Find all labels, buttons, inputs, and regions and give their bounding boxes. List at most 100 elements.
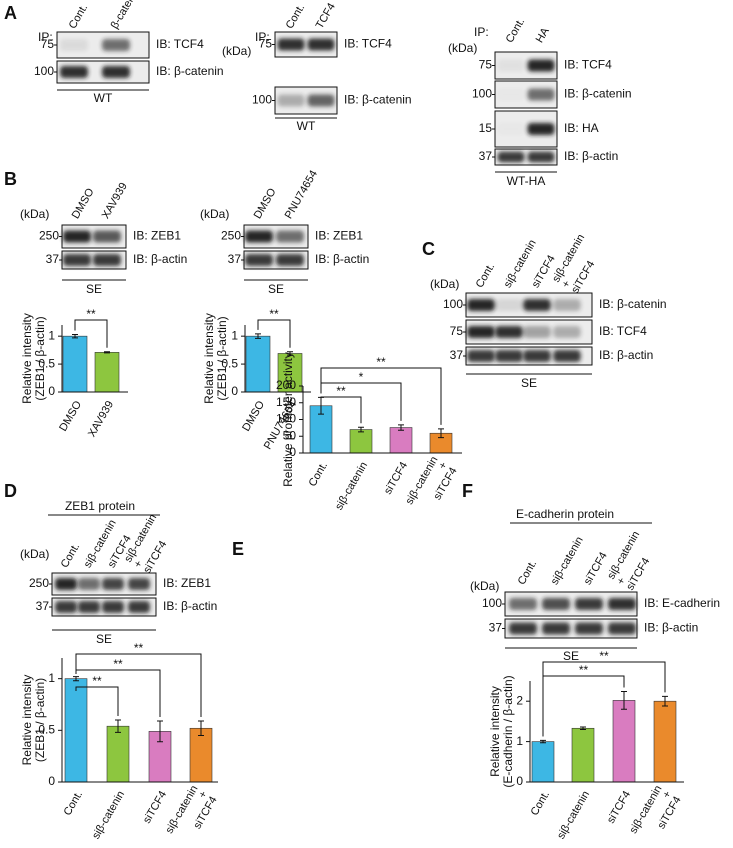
band (575, 598, 603, 610)
band (128, 601, 150, 613)
lane-label: β-catenin (109, 0, 142, 31)
y-axis-label: Relative promoter activity (281, 352, 295, 487)
y-axis-label: (ZEB1 / β-actin) (33, 316, 47, 400)
y-tick-label: 0.5 (38, 356, 55, 370)
x-tick-label: Cont. (307, 460, 331, 489)
mw-label: 37 (450, 348, 464, 362)
band (542, 622, 570, 635)
kda-label: (kDa) (20, 207, 49, 221)
y-tick-label: 150 (276, 395, 296, 409)
band (495, 326, 523, 338)
band (55, 578, 77, 590)
ib-label: IB: ZEB1 (315, 229, 363, 243)
x-tick-label: + (661, 789, 675, 801)
lane-label: DMSO (70, 186, 97, 221)
y-axis-label: (E-cadherin / β-actin) (501, 675, 515, 787)
x-tick-label: siβ-catenin (90, 789, 127, 841)
x-tick-label: siTCF4 (382, 460, 410, 497)
band (527, 151, 555, 163)
band (60, 39, 88, 51)
error-bar (198, 720, 204, 736)
band (102, 601, 124, 613)
lane-label: TCF4 (314, 1, 338, 31)
cell-label: WT (297, 119, 316, 133)
x-tick-label: + (197, 789, 211, 801)
lane-label: Cont. (504, 16, 528, 45)
y-tick-label: 200 (276, 378, 296, 392)
panel-label: A (4, 3, 17, 23)
bar (64, 678, 88, 783)
y-tick-label: 1 (516, 734, 523, 748)
band (608, 598, 636, 610)
x-tick-label: Cont. (529, 789, 553, 818)
lane-label: Cont. (284, 2, 308, 31)
band (307, 94, 335, 107)
y-axis-label: (ZEB1 / β-actin) (215, 316, 229, 400)
x-tick-label: siTCF4 (605, 789, 633, 826)
significance-label: ** (376, 355, 386, 369)
band (63, 254, 91, 266)
error-bar (115, 719, 121, 733)
x-tick-label: siTCF4 (432, 465, 460, 502)
cell-label: SE (86, 282, 102, 296)
ib-label: IB: β-catenin (344, 93, 412, 107)
ib-label: IB: β-actin (599, 348, 653, 362)
lane-label: siTCF4 (569, 259, 597, 296)
x-tick-label: Cont. (62, 789, 86, 818)
error-bar (662, 695, 668, 707)
significance-label: ** (86, 307, 96, 321)
lane-label: DMSO (252, 186, 279, 221)
bar (62, 335, 88, 393)
bar (612, 700, 636, 783)
band (467, 299, 495, 311)
band (542, 598, 570, 610)
y-axis-label: Relative intensity (20, 675, 34, 766)
lane-label: + (132, 558, 146, 570)
band (509, 622, 537, 635)
x-tick-label: siβ-catenin (555, 789, 592, 841)
mw-label: 15 (479, 121, 493, 135)
kda-label: (kDa) (448, 41, 477, 55)
band (63, 230, 91, 243)
lane-label: + (615, 575, 629, 587)
significance-label: ** (579, 663, 589, 677)
x-tick-label: DMSO (240, 399, 267, 434)
y-tick-label: 0.5 (38, 723, 55, 737)
error-bar (72, 333, 78, 339)
significance-bracket (320, 396, 362, 424)
y-tick-label: 1 (48, 328, 55, 342)
mw-label: 37 (36, 599, 50, 613)
band (276, 254, 304, 266)
band (245, 254, 273, 266)
blot-header: E-cadherin protein (516, 507, 614, 521)
band (245, 230, 273, 243)
lane-label: Cont. (516, 558, 540, 587)
significance-label: * (359, 370, 364, 384)
band (467, 326, 495, 338)
mw-label: 75 (479, 58, 493, 72)
panel-label: B (4, 169, 17, 189)
ib-label: IB: TCF4 (344, 37, 392, 51)
bar (106, 725, 130, 783)
cell-label: SE (521, 376, 537, 390)
band (498, 89, 525, 101)
error-bar (255, 333, 261, 339)
kda-label: (kDa) (222, 44, 251, 58)
ib-label: IB: ZEB1 (163, 576, 211, 590)
kda-label: (kDa) (470, 579, 499, 593)
mw-label: 100 (482, 596, 502, 610)
ib-label: IB: TCF4 (599, 324, 647, 338)
y-axis-label: Relative intensity (488, 686, 502, 777)
lane-label: Cont. (59, 541, 83, 570)
panel-label: C (422, 239, 435, 259)
band (128, 578, 150, 590)
ib-label: IB: β-catenin (564, 87, 632, 101)
band (78, 578, 100, 590)
bar (389, 427, 413, 454)
y-tick-label: 0.5 (221, 356, 238, 370)
bar (94, 352, 120, 393)
error-bar (73, 676, 79, 682)
significance-bracket (75, 686, 119, 716)
band (55, 601, 77, 613)
